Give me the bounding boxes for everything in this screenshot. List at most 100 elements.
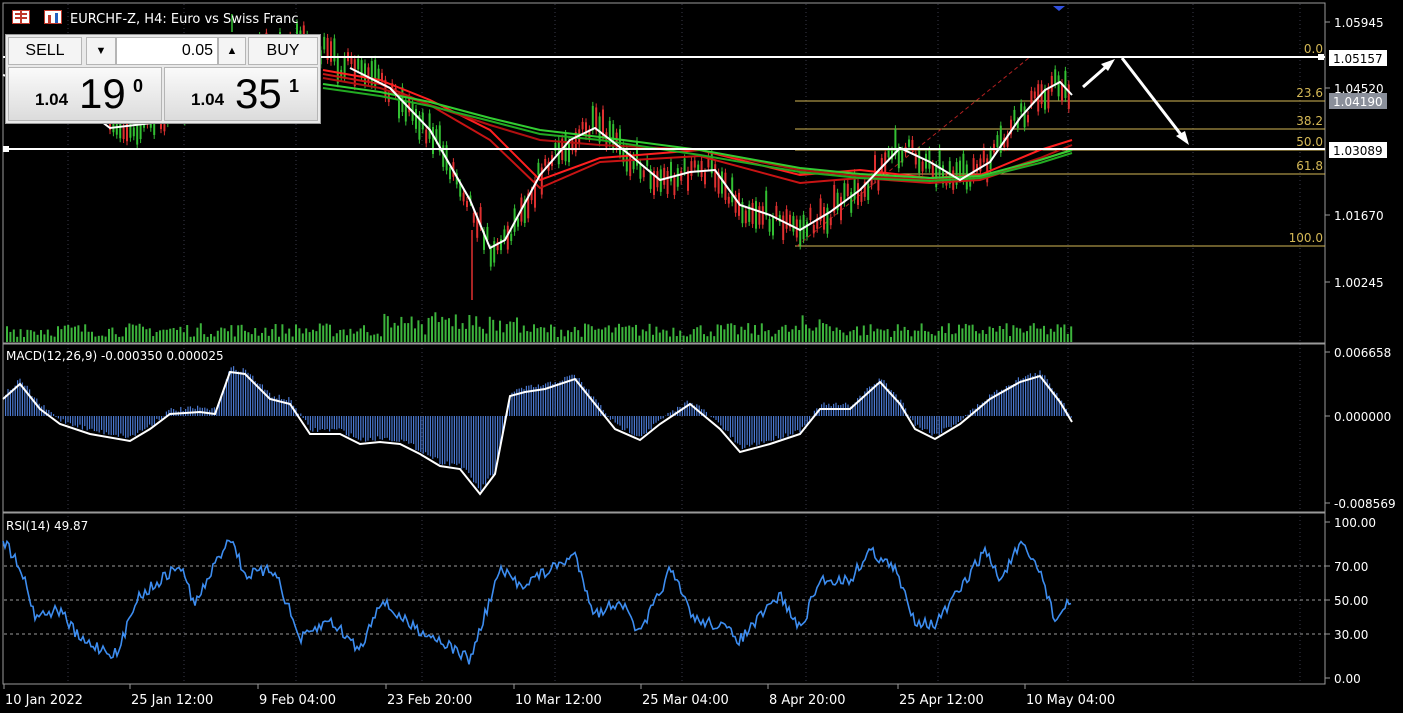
macd-bar — [1010, 385, 1012, 416]
candle-body — [972, 158, 975, 180]
volume-bar — [1070, 326, 1073, 342]
volume-bar — [635, 324, 637, 342]
volume-bar — [522, 325, 525, 342]
volume-bar — [444, 319, 447, 342]
ask-price-button[interactable]: 1.04 35 1 — [164, 67, 318, 121]
volume-bar — [584, 323, 586, 342]
lot-increase-button[interactable]: ▲ — [218, 37, 246, 65]
volume-bar — [410, 316, 413, 342]
macd-bar — [929, 416, 931, 434]
time-axis-label: 25 Jan 12:00 — [131, 693, 213, 708]
volume-bar — [757, 334, 760, 342]
candle-body — [432, 126, 434, 154]
volume-bar — [675, 336, 678, 342]
candle-body — [789, 214, 791, 228]
volume-bar — [104, 336, 107, 342]
macd-bar — [456, 416, 458, 466]
macd-bar — [108, 416, 110, 435]
volume-bar — [1046, 334, 1049, 342]
arrow-down[interactable] — [1120, 57, 1189, 145]
volume-bar — [471, 325, 474, 342]
macd-bar — [650, 416, 652, 430]
macd-bar — [93, 416, 95, 432]
volume-bar — [40, 330, 42, 342]
candle-body — [928, 150, 931, 169]
candle-body — [976, 163, 978, 172]
macd-bar — [590, 396, 592, 416]
macd-bar — [631, 416, 633, 435]
volume-bar — [754, 325, 756, 342]
volume-bar — [964, 323, 967, 342]
resistance-line-handle[interactable] — [1318, 54, 1324, 60]
candle-body — [435, 129, 438, 141]
macd-bar — [240, 371, 242, 416]
candle-body — [357, 58, 360, 70]
volume-bar — [475, 316, 478, 342]
macd-bar — [29, 389, 31, 416]
macd-bar — [1049, 383, 1051, 416]
buy-button[interactable]: BUY — [248, 37, 318, 65]
arrow-up[interactable] — [1082, 59, 1115, 89]
macd-bar — [473, 416, 475, 483]
menu-grid-icon[interactable] — [12, 10, 30, 24]
lot-decrease-button[interactable]: ▼ — [86, 37, 116, 65]
macd-bar — [648, 416, 650, 430]
macd-bar — [269, 392, 271, 416]
volume-bar — [189, 336, 192, 342]
candle-body — [768, 218, 771, 232]
candle-body — [1033, 91, 1036, 99]
macd-bar — [189, 406, 191, 416]
macd-bar — [1056, 393, 1058, 416]
candle-body — [782, 215, 785, 241]
macd-bar — [355, 416, 357, 438]
support-line-handle[interactable] — [3, 146, 9, 152]
volume-bar — [791, 329, 794, 342]
macd-bar — [897, 399, 899, 416]
macd-bar — [511, 392, 513, 416]
candle-body — [874, 155, 876, 180]
volume-bar — [597, 328, 600, 342]
candle-body — [860, 192, 863, 202]
volume-bar — [1009, 336, 1011, 342]
macd-bar — [333, 416, 335, 430]
macd-bar — [633, 416, 635, 436]
volume-bar — [159, 330, 161, 342]
volume-bar — [764, 331, 767, 342]
lot-size-input[interactable]: 0.05 — [116, 37, 218, 65]
volume-bar — [832, 331, 835, 342]
macd-bar — [86, 416, 88, 431]
candle-body — [748, 204, 751, 222]
macd-bar — [434, 416, 436, 458]
macd-bar — [581, 382, 583, 416]
macd-bar — [449, 416, 451, 466]
macd-bar — [158, 416, 160, 421]
volume-bar — [125, 327, 127, 342]
macd-bar — [1003, 389, 1005, 416]
volume-bar — [825, 324, 828, 342]
volume-bar — [811, 330, 814, 342]
macd-bar — [386, 416, 388, 438]
bid-price-button[interactable]: 1.04 19 0 — [8, 67, 162, 121]
volume-bar — [454, 314, 457, 342]
macd-bar — [715, 416, 717, 420]
chart-type-icon[interactable] — [44, 10, 62, 24]
macd-bar — [266, 390, 268, 416]
volume-bar — [587, 324, 590, 342]
macd-axis-label: 0.000000 — [1334, 410, 1391, 424]
macd-label: MACD(12,26,9) -0.000350 0.000025 — [6, 349, 224, 363]
macd-bar — [705, 411, 707, 416]
volume-bar — [461, 323, 464, 342]
macd-bar — [151, 416, 153, 426]
macd-bar — [65, 416, 67, 424]
volume-bar — [186, 325, 189, 342]
macd-bar — [864, 391, 866, 416]
candle-body — [785, 209, 788, 229]
candle-body — [571, 140, 574, 151]
macd-bar — [302, 416, 304, 419]
volume-bar — [781, 326, 784, 342]
volume-bar — [101, 335, 104, 342]
macd-bar — [14, 385, 16, 416]
macd-bar — [343, 416, 345, 431]
sell-button[interactable]: SELL — [8, 37, 82, 65]
volume-bar — [329, 324, 331, 342]
